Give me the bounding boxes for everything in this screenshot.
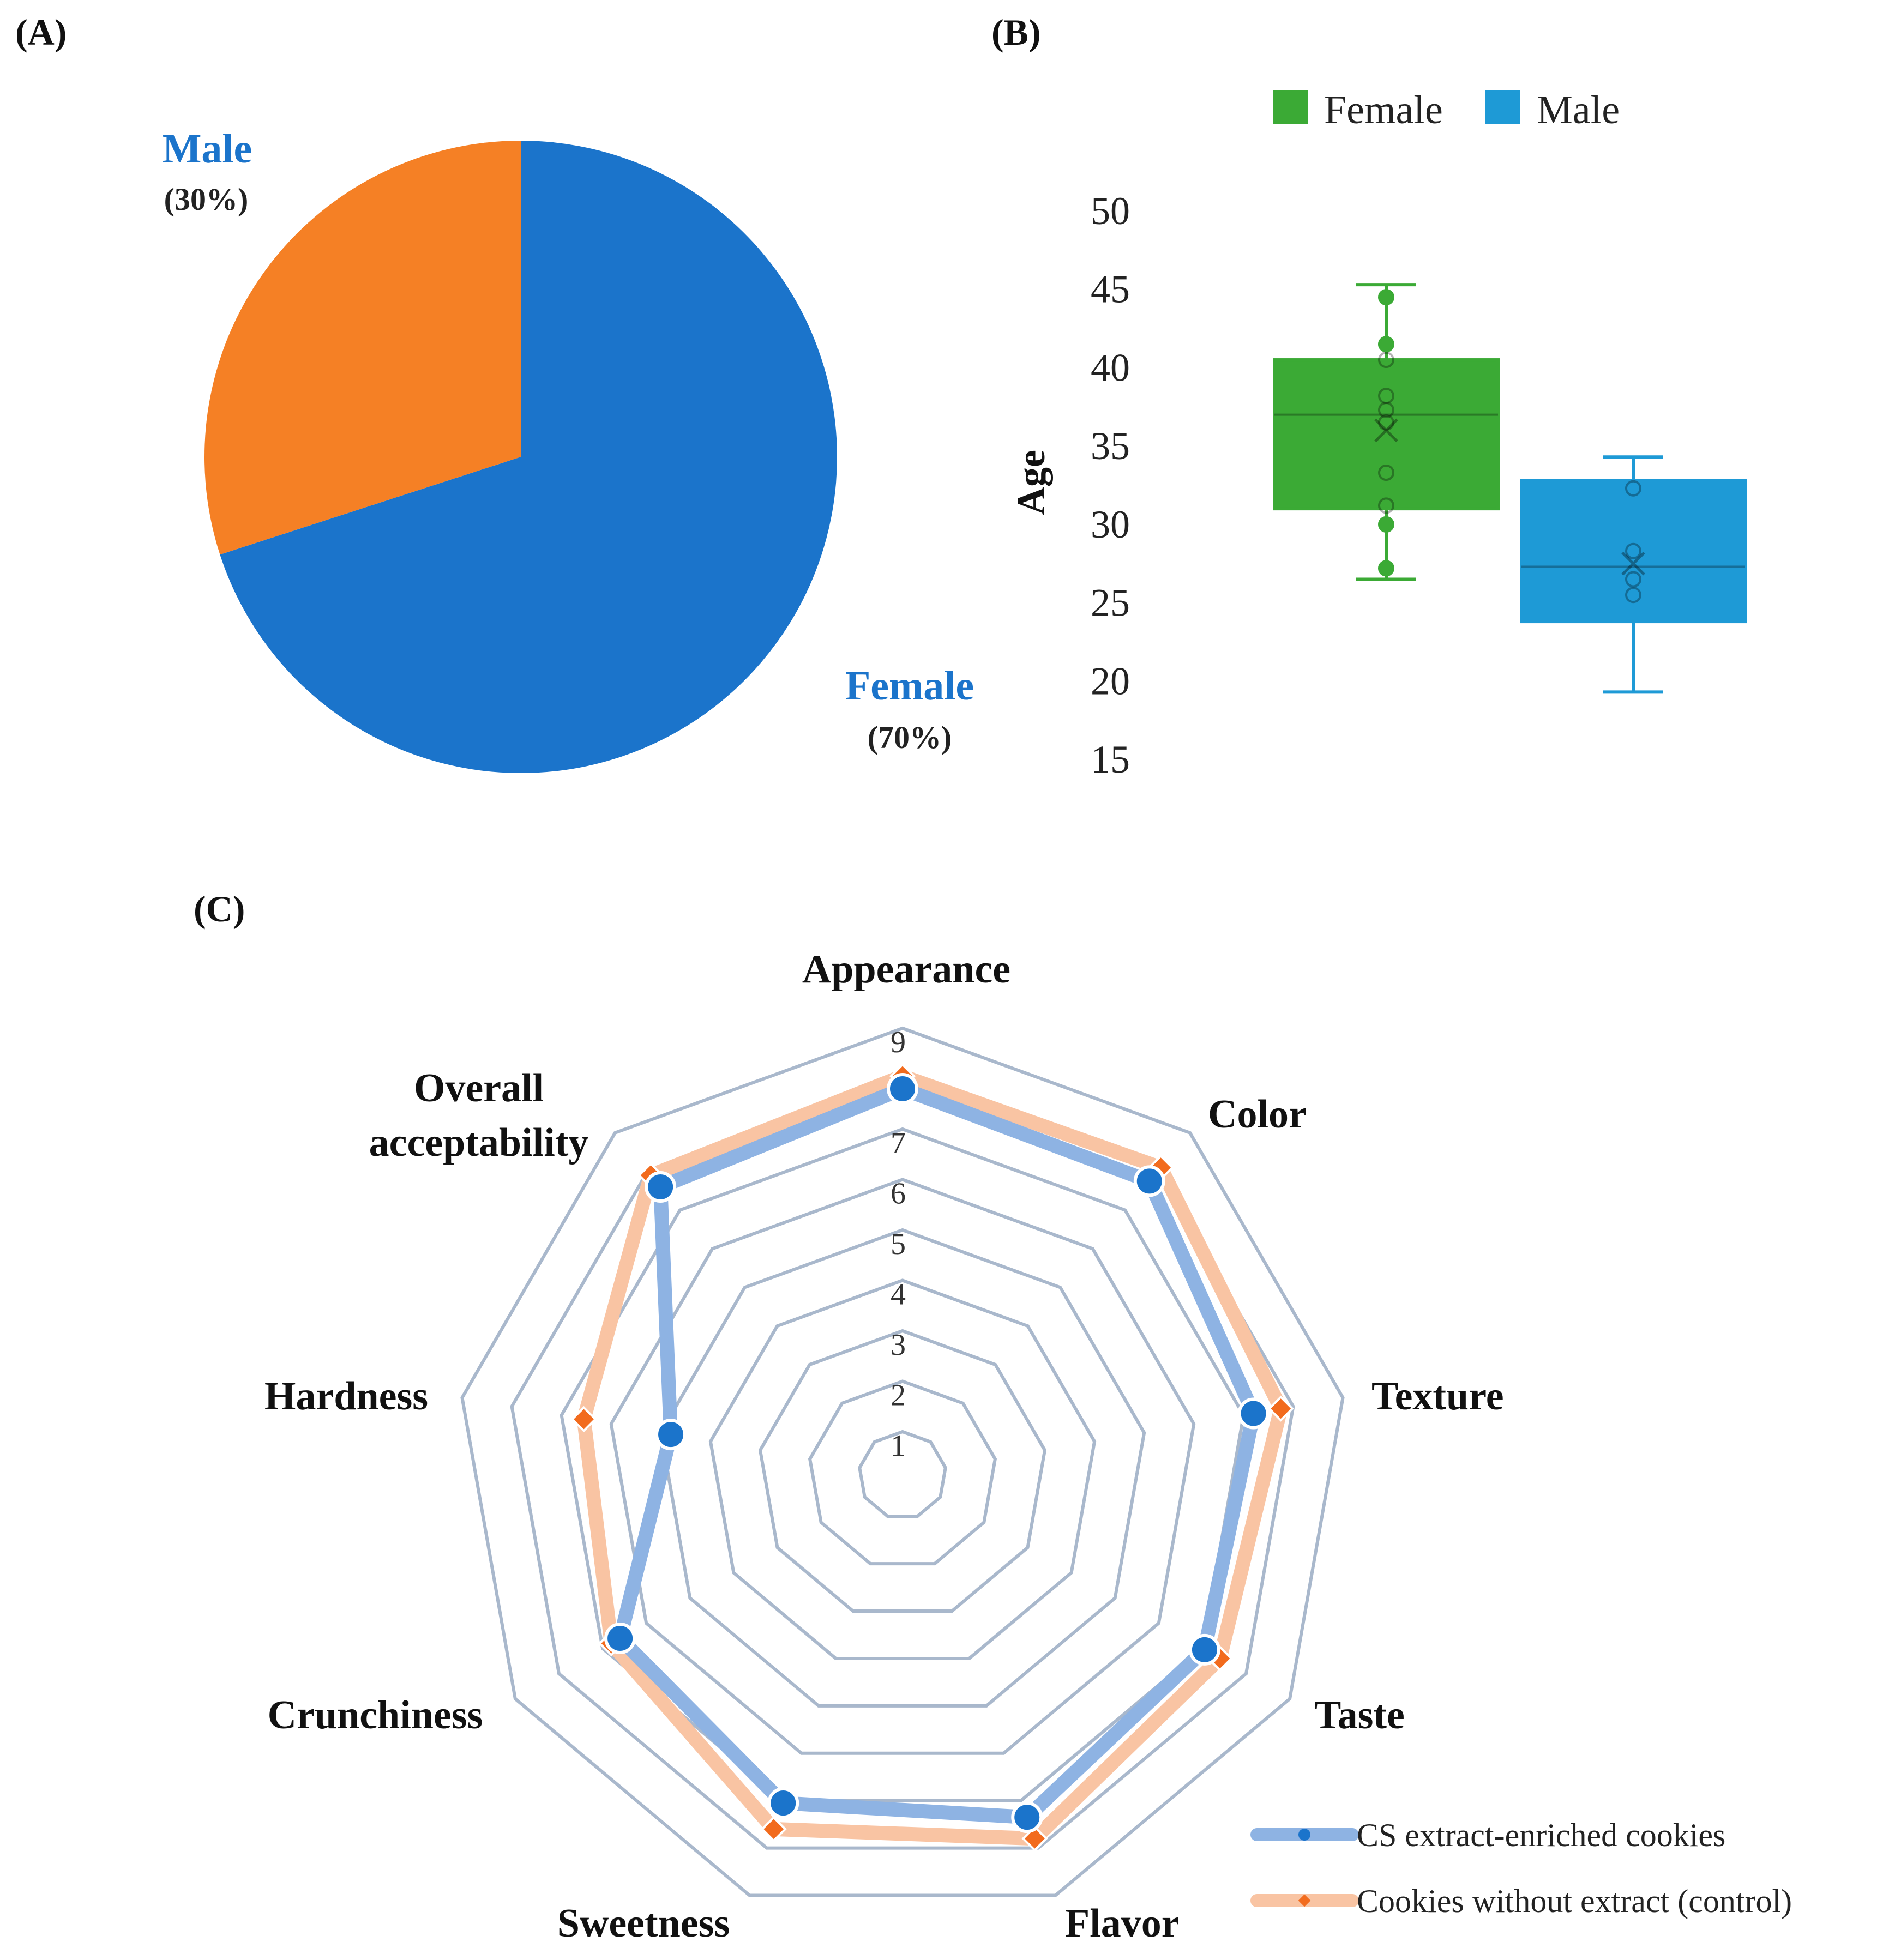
box-y-axis: 50 45 40 35 30 25 20 15 [1091,189,1130,781]
radar-axis-labels: Appearance Color Texture Taste Flavor Sw… [264,947,1504,1946]
radar-axis-label-texture: Texture [1371,1374,1504,1419]
data-point [1378,465,1394,481]
box-legend: Female Male [1273,88,1620,132]
radar-series-line [613,1082,1261,1825]
radar-point [1133,1165,1165,1197]
radar-axis-label-crunchiness: Crunchiness [268,1693,483,1738]
radar-tick-label: 4 [891,1278,906,1312]
pie-chart [204,141,837,773]
radar-tick-label: 5 [891,1227,906,1261]
mean-marker [1621,551,1645,576]
radar-tick-label: 3 [891,1328,906,1362]
radar-point [655,1419,687,1451]
radar-tick-label: 9 [891,1026,906,1059]
radar-axis-label-color: Color [1208,1092,1307,1137]
radar-legend-cs-label: CS extract-enriched cookies [1357,1817,1725,1853]
radar-axis-label-appearance: Appearance [802,947,1010,992]
panel-label-a: (A) [15,11,67,53]
radar-grid [460,1026,1345,1897]
radar-axis-label-overall-line1: Overall [414,1066,544,1111]
panel-label-c: (C) [194,888,245,930]
radar-legend: CS extract-enriched cookies Cookies with… [1250,1817,1792,1919]
radar-axis-label-sweetness: Sweetness [557,1901,730,1946]
data-point [1378,352,1394,369]
radar-axis-label-hardness: Hardness [264,1374,428,1419]
legend-label-female: Female [1324,88,1443,132]
legend-swatch-female [1273,90,1308,124]
pie-slice-male [204,141,521,555]
radar-tick-label: 6 [891,1177,906,1211]
y-tick-label: 45 [1091,268,1130,311]
radar-series-line [576,1069,1288,1846]
legend-swatch-male [1485,90,1520,124]
pie-label-female: Female [845,663,974,709]
data-point [1625,571,1641,588]
radar-grid-ring [758,1329,1047,1613]
radar-legend-cs-marker [1298,1829,1310,1841]
radar-point [887,1073,918,1105]
iqr-box [1520,479,1747,624]
data-point [1625,542,1641,559]
radar-legend-control-label: Cookies without extract (control) [1357,1883,1792,1919]
data-point [1625,480,1641,497]
data-point [1378,289,1394,306]
radar-tick-label: 1 [891,1429,906,1463]
radar-tick-label: 7 [891,1126,906,1160]
y-axis-title: Age [1009,450,1053,515]
radar-legend-control-marker [1298,1894,1311,1907]
y-tick-label: 35 [1091,424,1130,468]
y-tick-label: 15 [1091,738,1130,781]
data-point [1378,497,1394,514]
radar-point [760,1816,787,1842]
radar-point [645,1171,677,1203]
radar-tick-label: 2 [891,1379,906,1413]
radar-point [570,1406,597,1433]
radar-point [1237,1397,1270,1430]
box-female [1273,283,1500,581]
radar-grid-ring [659,1228,1146,1708]
iqr-box [1273,358,1500,511]
y-tick-label: 40 [1091,346,1130,389]
data-point [1378,414,1394,431]
y-tick-label: 30 [1091,503,1130,546]
radar-point [767,1787,799,1819]
radar-grid-ring [708,1278,1097,1660]
data-point [1378,388,1394,405]
box-male [1520,455,1747,694]
radar-series [570,1063,1294,1852]
box-plot [1273,283,1747,694]
panel-label-b: (B) [991,11,1041,53]
radar-point [1011,1801,1043,1834]
data-point [1378,402,1394,419]
radar-axis-label-flavor: Flavor [1065,1901,1180,1946]
radar-point [1188,1633,1220,1666]
data-point [1378,516,1394,533]
mean-marker [1374,418,1398,443]
radar-grid-ring [808,1379,997,1566]
radar-axis-label-overall: Overall acceptability [369,1066,589,1165]
y-tick-label: 20 [1091,659,1130,703]
legend-label-male: Male [1537,88,1620,132]
pie-slice-female [220,141,837,773]
y-tick-label: 25 [1091,581,1130,625]
radar-axis-label-taste: Taste [1314,1693,1405,1738]
radar-axis-label-overall-line2: acceptability [369,1120,589,1165]
pie-pct-female: (70%) [868,720,952,755]
data-point [1378,336,1394,353]
pie-pct-male: (30%) [164,182,249,217]
radar-grid-ring [609,1178,1196,1755]
pie-label-male: Male [163,126,252,172]
radar-point [604,1623,636,1654]
radar-series-cs [604,1073,1270,1834]
radar-grid-ring [560,1127,1246,1802]
data-point [1378,560,1394,577]
radar-point [1267,1395,1294,1422]
y-tick-label: 50 [1091,189,1130,233]
radar-grid-ring [858,1430,947,1518]
data-point [1625,587,1641,604]
radar-grid-ring [460,1026,1345,1897]
